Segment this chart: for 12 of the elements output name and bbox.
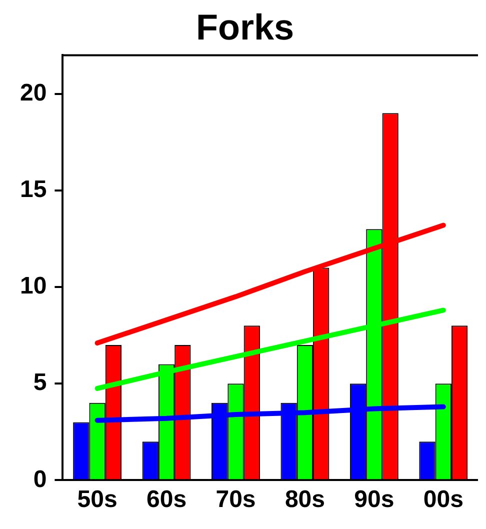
x-tick-label: 70s (216, 486, 256, 514)
x-tick-label: 50s (77, 486, 118, 514)
chart-title: Forks (196, 6, 294, 48)
y-tick-label: 20 (20, 79, 47, 106)
x-tick-label: 80s (284, 486, 325, 514)
x-tick-label: 60s (146, 486, 187, 514)
y-tick-label: 0 (33, 466, 47, 493)
x-tick-label: 90s (354, 486, 394, 514)
y-tick-label: 5 (33, 369, 47, 396)
y-tick-label: 10 (20, 272, 47, 300)
y-tick-label: 15 (20, 176, 47, 204)
x-tick-label: 00s (423, 486, 464, 514)
